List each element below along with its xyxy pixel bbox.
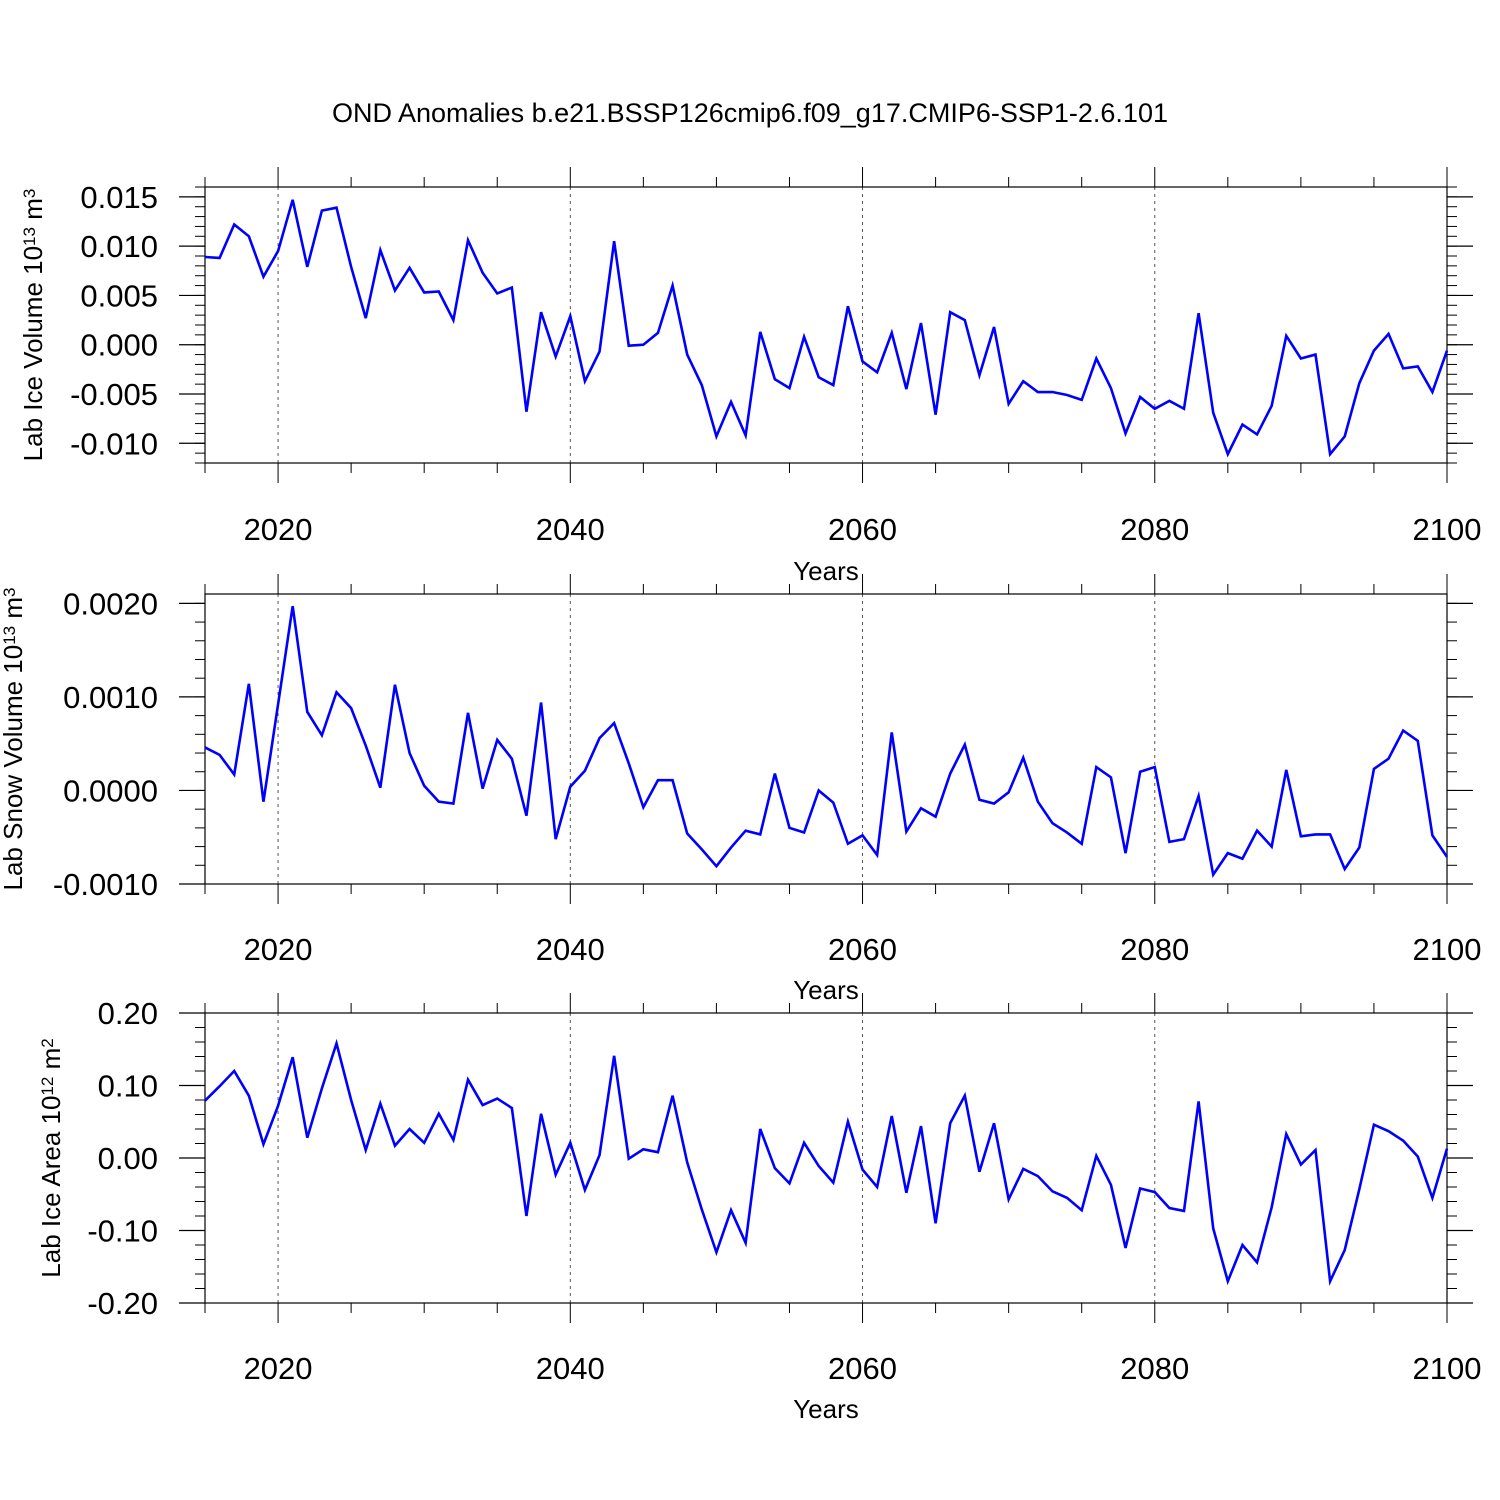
chart-panel-2: 2020 2040 2060 2080 2100 Years 0.0020 0.0010 0.0… (0, 574, 1481, 1005)
y-axis-title-text: m (18, 198, 48, 227)
x-tick-label: 2100 (1413, 932, 1482, 967)
x-tick-label: 2060 (828, 932, 897, 967)
y-tick-label: 0.010 (80, 229, 158, 264)
x-tick-label: 2040 (536, 512, 605, 547)
series-line (204, 199, 1449, 458)
plot-frame (204, 1012, 1448, 1304)
y-tick-label: -0.20 (87, 1286, 158, 1321)
y-axis-title-superscript: 13 (0, 626, 19, 645)
chart-panel-3: 2020 2040 2060 2080 2100 Years 0.20 0.10 0.00 -0.… (36, 993, 1481, 1424)
y-axis-title-superscript: 3 (20, 189, 39, 198)
y-tick-label: 0.005 (80, 278, 158, 313)
y-axis-title: Lab Ice Volume 1013 m3 (18, 189, 48, 462)
y-tick-label: 0.0000 (63, 773, 158, 808)
x-tick-label: 2080 (1120, 512, 1189, 547)
plot-frame (204, 593, 1448, 885)
y-axis-title-superscript: 3 (0, 587, 19, 596)
y-tick-label: 0.00 (98, 1141, 158, 1176)
x-tick-label: 2100 (1413, 512, 1482, 547)
x-axis-title: Years (793, 1394, 859, 1424)
y-tick-label: 0.10 (98, 1069, 158, 1104)
x-tick-label: 2020 (244, 932, 313, 967)
y-axis-title-superscript: 12 (38, 1077, 57, 1096)
x-tick-label: 2020 (244, 512, 313, 547)
x-axis-title: Years (793, 975, 859, 1005)
figure-title: OND Anomalies b.e21.BSSP126cmip6.f09_g17… (332, 98, 1168, 128)
y-tick-label: 0.015 (80, 180, 158, 215)
y-tick-label: -0.005 (70, 377, 158, 412)
y-tick-label: 0.20 (98, 996, 158, 1031)
y-axis-title-text: m (0, 597, 28, 626)
x-tick-label: 2060 (828, 1351, 897, 1386)
x-tick-label: 2100 (1413, 1351, 1482, 1386)
y-axis-title-text: Lab Snow Volume 10 (0, 645, 28, 891)
y-axis-title-text: Lab Ice Volume 10 (18, 246, 48, 461)
x-tick-label: 2080 (1120, 1351, 1189, 1386)
y-tick-label: 0.000 (80, 328, 158, 363)
series-line (204, 605, 1449, 878)
y-tick-label: -0.0010 (53, 867, 158, 902)
series-line (204, 1038, 1449, 1286)
y-axis-title-text: Lab Ice Area 10 (36, 1096, 66, 1278)
x-tick-label: 2080 (1120, 932, 1189, 967)
x-tick-label: 2060 (828, 512, 897, 547)
y-tick-label: -0.010 (70, 426, 158, 461)
y-axis-title-text: m (36, 1048, 66, 1077)
x-tick-label: 2040 (536, 1351, 605, 1386)
plot-frame (204, 186, 1448, 464)
y-axis-title: Lab Snow Volume 1013 m3 (0, 587, 28, 890)
y-tick-label: 0.0020 (63, 586, 158, 621)
x-tick-label: 2020 (244, 1351, 313, 1386)
y-axis-title: Lab Ice Area 1012 m2 (36, 1038, 66, 1277)
x-tick-label: 2040 (536, 932, 605, 967)
y-axis-title-superscript: 2 (38, 1038, 57, 1047)
chart-panel-1: 2020 2040 2060 2080 2100 Years 0.015 0.010 0.005… (18, 167, 1481, 586)
y-tick-label: -0.10 (87, 1214, 158, 1249)
y-axis-title-superscript: 13 (20, 227, 39, 246)
y-tick-label: 0.0010 (63, 680, 158, 715)
x-axis-title: Years (793, 556, 859, 586)
